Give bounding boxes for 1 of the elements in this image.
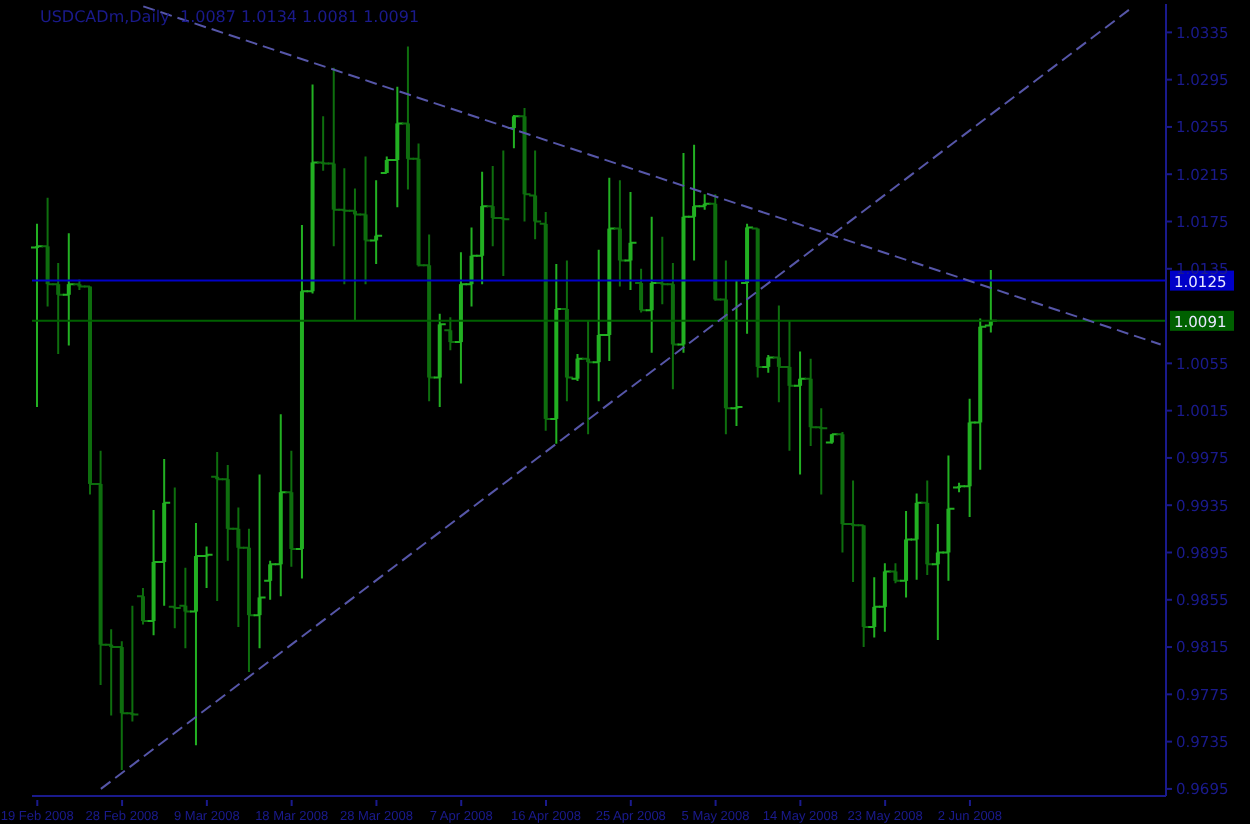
chart-title: USDCADm,Daily 1.0087 1.0134 1.0081 1.0091: [40, 8, 420, 26]
